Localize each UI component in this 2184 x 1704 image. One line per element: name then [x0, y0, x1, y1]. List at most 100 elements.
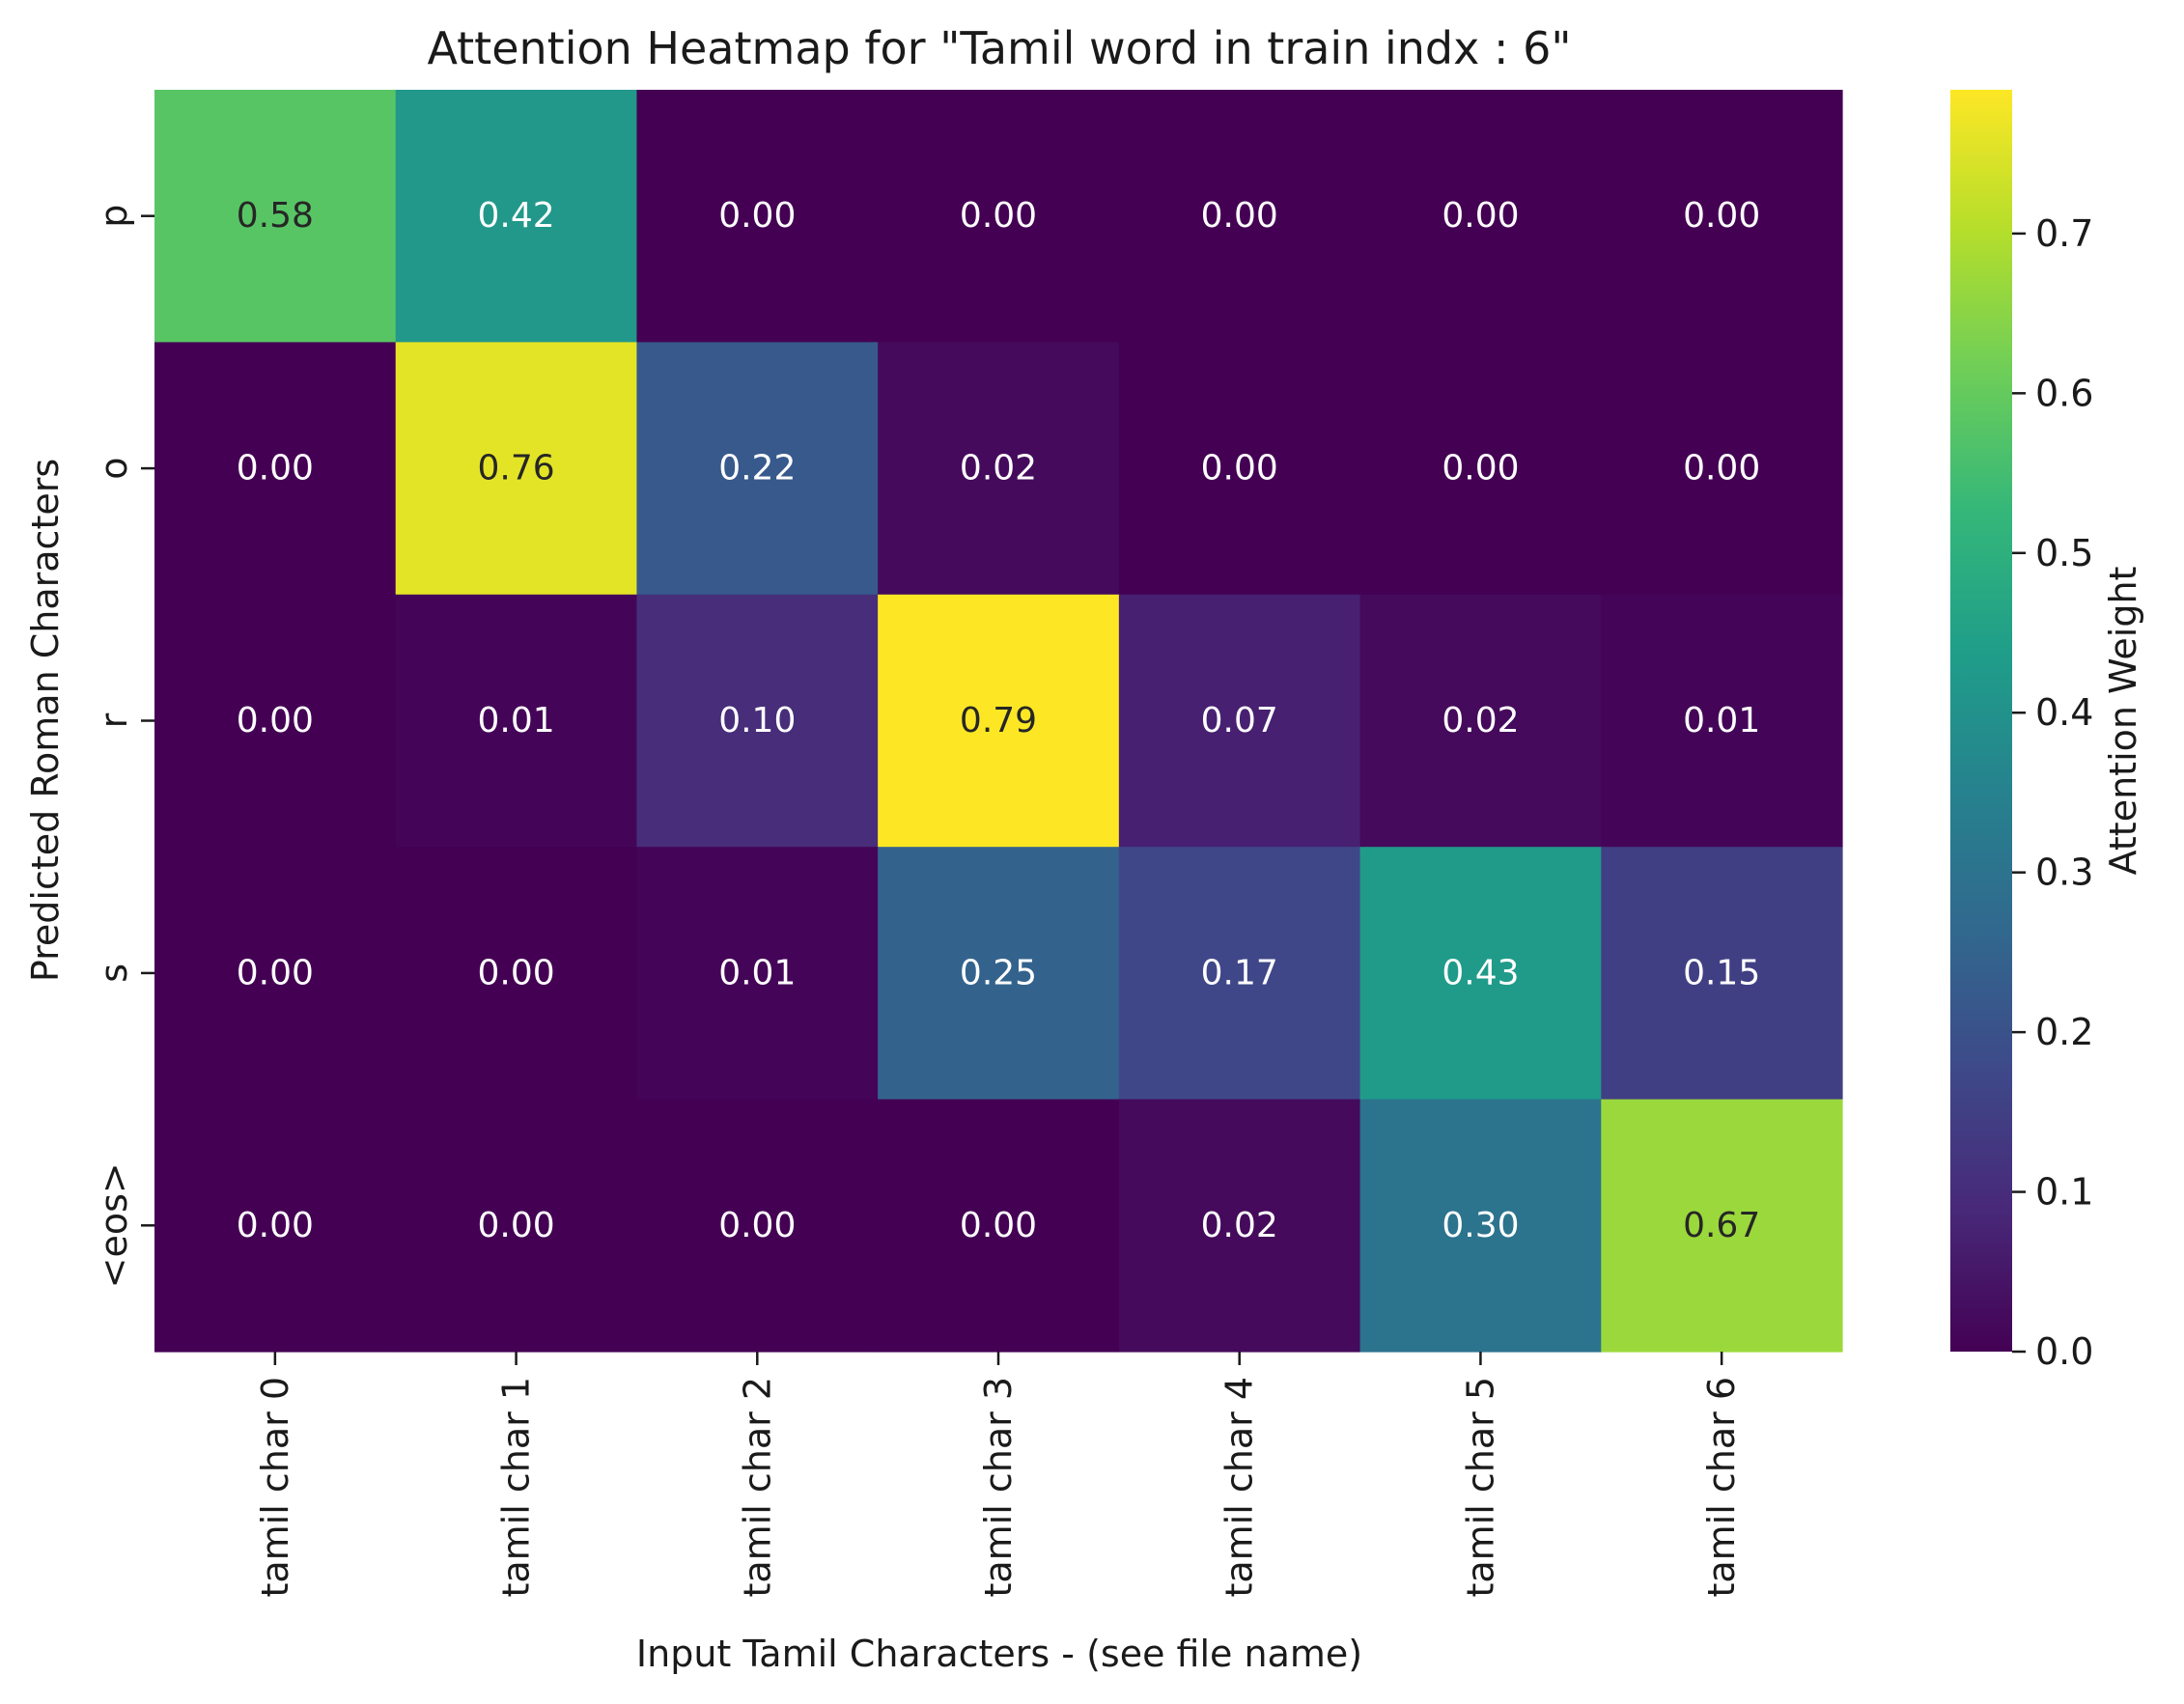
colorbar-tick-label: 0.0 — [2035, 1330, 2093, 1373]
heatmap-cell — [1118, 1099, 1361, 1353]
cell-value-label: 0.79 — [960, 701, 1037, 740]
colorbar-tick-label: 0.6 — [2035, 372, 2093, 414]
cell-value-label: 0.02 — [1442, 701, 1519, 740]
cell-value-label: 0.00 — [237, 701, 314, 740]
cell-value-label: 0.30 — [1442, 1206, 1519, 1245]
x-tick-label: tamil char 4 — [1218, 1377, 1261, 1598]
cell-value-label: 0.00 — [960, 1206, 1037, 1245]
heatmap-cell — [395, 847, 638, 1101]
heatmap-cell — [1118, 847, 1361, 1101]
heatmap-cell — [154, 847, 397, 1101]
x-tick-label: tamil char 1 — [495, 1377, 538, 1598]
heatmap-cell — [1118, 342, 1361, 596]
heatmap-cell — [636, 847, 879, 1101]
cell-value-label: 0.01 — [1683, 701, 1760, 740]
colorbar-tick-label: 0.5 — [2035, 532, 2093, 574]
heatmap-cell — [1359, 847, 1602, 1101]
cell-value-label: 0.02 — [1201, 1206, 1278, 1245]
heatmap-cell — [636, 90, 879, 343]
y-axis-ticks: p o r s <eos> — [93, 205, 154, 1288]
cell-value-label: 0.07 — [1201, 701, 1278, 740]
cell-value-label: 0.58 — [237, 196, 314, 236]
cell-value-label: 0.00 — [1201, 196, 1278, 236]
cell-value-label: 0.42 — [477, 196, 554, 236]
y-tick-label: s — [93, 964, 135, 983]
cell-value-label: 0.10 — [718, 701, 796, 740]
cell-value-label: 0.00 — [1683, 196, 1760, 236]
y-tick-label: r — [93, 712, 135, 728]
heatmap-cells — [154, 90, 1843, 1353]
cell-value-label: 0.00 — [718, 1206, 796, 1245]
cell-value-label: 0.43 — [1442, 953, 1519, 992]
cell-value-label: 0.00 — [1442, 449, 1519, 489]
colorbar-label: Attention Weight — [2102, 567, 2144, 876]
cell-value-label: 0.15 — [1683, 953, 1760, 992]
heatmap-cell — [1359, 594, 1602, 848]
cell-value-label: 0.00 — [1683, 449, 1760, 489]
cell-value-label: 0.76 — [477, 449, 554, 489]
heatmap-cell — [1359, 1099, 1602, 1353]
cell-value-label: 0.67 — [1683, 1206, 1760, 1245]
y-tick-label: <eos> — [93, 1162, 135, 1288]
y-tick-label: o — [93, 457, 135, 479]
heatmap-cell — [636, 342, 879, 596]
x-tick-label: tamil char 2 — [736, 1377, 778, 1598]
cell-value-label: 0.00 — [237, 449, 314, 489]
heatmap-cell — [878, 847, 1120, 1101]
heatmap-cell — [636, 1099, 879, 1353]
heatmap-cell — [154, 1099, 397, 1353]
x-tick-label: tamil char 3 — [977, 1377, 1020, 1598]
cell-value-label: 0.02 — [960, 449, 1037, 489]
x-tick-label: tamil char 6 — [1700, 1377, 1743, 1598]
x-tick-label: tamil char 0 — [254, 1377, 296, 1598]
cell-value-label: 0.00 — [237, 1206, 314, 1245]
heatmap-cell — [1601, 342, 1843, 596]
colorbar-gradient — [1950, 90, 2012, 1352]
cell-value-label: 0.25 — [960, 953, 1037, 992]
heatmap-cell — [878, 1099, 1120, 1353]
heatmap-cell — [636, 594, 879, 848]
x-axis-ticks: tamil char 0 tamil char 1 tamil char 2 tami… — [254, 1352, 1743, 1598]
colorbar-tick-label: 0.3 — [2035, 852, 2093, 894]
heatmap-cell — [1601, 90, 1843, 343]
colorbar-tick-label: 0.4 — [2035, 691, 2093, 734]
heatmap-cell — [878, 90, 1120, 343]
heatmap-cell — [1359, 90, 1602, 343]
colorbar-tick-label: 0.2 — [2035, 1011, 2093, 1053]
cell-value-label: 0.01 — [477, 701, 554, 740]
cell-value-label: 0.00 — [1442, 196, 1519, 236]
y-tick-label: p — [93, 205, 135, 228]
heatmap-cell — [154, 342, 397, 596]
cell-value-label: 0.17 — [1201, 953, 1278, 992]
heatmap-cell — [1359, 342, 1602, 596]
heatmap-cell — [1118, 594, 1361, 848]
heatmap-cell — [1118, 90, 1361, 343]
cell-value-label: 0.00 — [1201, 449, 1278, 489]
heatmap-cell — [395, 1099, 638, 1353]
cell-value-label: 0.00 — [960, 196, 1037, 236]
cell-value-label: 0.00 — [477, 953, 554, 992]
colorbar-tick-label: 0.7 — [2035, 212, 2093, 255]
heatmap-cell — [154, 90, 397, 343]
heatmap-cell — [395, 90, 638, 343]
heatmap-cell — [1601, 594, 1843, 848]
heatmap-cell — [395, 594, 638, 848]
cell-value-label: 0.00 — [237, 953, 314, 992]
cell-value-label: 0.01 — [718, 953, 796, 992]
colorbar-tick-label: 0.1 — [2035, 1171, 2093, 1214]
cell-value-label: 0.00 — [718, 196, 796, 236]
heatmap-cell — [154, 594, 397, 848]
colorbar-ticks: 0.0 0.1 0.2 0.3 0.4 0.5 0.6 0.7 — [2012, 212, 2093, 1373]
colorbar: 0.0 0.1 0.2 0.3 0.4 0.5 0.6 0.7 Attention Weigh… — [1950, 90, 2144, 1373]
cell-value-label: 0.00 — [477, 1206, 554, 1245]
heatmap-cell-labels: 0.58 0.42 0.00 0.00 0.00 0.00 0.00 0.00 0.76 0.22… — [237, 196, 1760, 1245]
x-axis-label: Input Tamil Characters - (see file name) — [636, 1633, 1362, 1675]
heatmap-cell — [878, 594, 1120, 848]
x-tick-label: tamil char 5 — [1459, 1377, 1501, 1598]
heatmap-cell — [878, 342, 1120, 596]
y-axis-label: Predicted Roman Characters — [24, 459, 67, 982]
heatmap-cell — [1601, 847, 1843, 1101]
chart-title: Attention Heatmap for "Tamil word in tra… — [427, 22, 1571, 74]
heatmap-cell — [1601, 1099, 1843, 1353]
